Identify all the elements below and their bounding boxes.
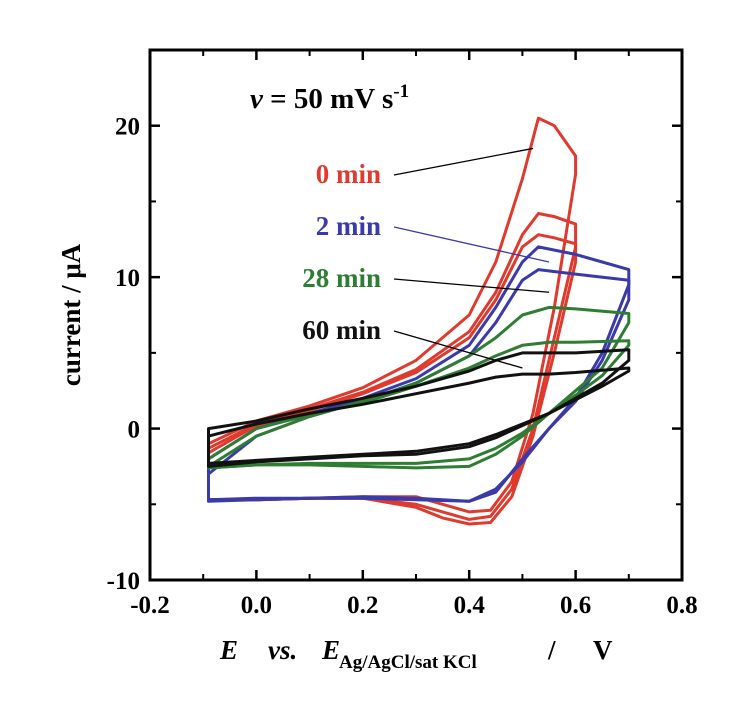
tick-labels: -0.2 0.0 0.2 0.4 0.6 0.8 -10 0 10 20 bbox=[107, 114, 698, 619]
x-tick-label: -0.2 bbox=[130, 592, 170, 619]
series-60-min-cycle-1 bbox=[207, 348, 631, 468]
x-axis-label-unit: V bbox=[593, 635, 613, 665]
y-tick-label: 10 bbox=[115, 265, 140, 292]
legend-pointer-28-min bbox=[393, 278, 550, 293]
series-60-min-cycle-2 bbox=[207, 366, 631, 465]
legend-label-2-min: 2 min bbox=[316, 211, 381, 241]
x-tick-label: 0.0 bbox=[241, 592, 272, 619]
y-axis-label: current / μA bbox=[56, 243, 86, 386]
legend-pointer-60-min bbox=[393, 330, 523, 369]
legend-pointer-2-min bbox=[393, 226, 550, 263]
series-curves bbox=[207, 116, 631, 526]
series-60-min bbox=[207, 348, 631, 468]
scan-rate-exponent: -1 bbox=[393, 81, 409, 102]
scan-rate-symbol: v bbox=[250, 83, 264, 115]
y-tick-label: 20 bbox=[115, 114, 140, 141]
x-tick-label: 0.4 bbox=[454, 592, 486, 619]
legend-label-60-min: 60 min bbox=[302, 315, 381, 345]
series-28-min bbox=[207, 305, 631, 470]
legend-label-0-min: 0 min bbox=[316, 159, 381, 189]
y-tick-label: 0 bbox=[128, 417, 141, 444]
series-28-min-cycle-1 bbox=[207, 305, 631, 470]
legend-label-28-min: 28 min bbox=[302, 263, 381, 293]
x-axis-label-subscript: Ag/AgCl/sat KCl bbox=[339, 652, 477, 673]
legend: 0 min 2 min 28 min 60 min bbox=[302, 159, 381, 345]
x-axis-label-e: E bbox=[219, 635, 238, 665]
y-tick-label: -10 bbox=[107, 568, 140, 595]
x-axis-label-e-ref: E bbox=[321, 635, 340, 665]
legend-pointer-0-min bbox=[393, 147, 534, 176]
x-axis-label-vs: vs. bbox=[268, 635, 297, 665]
legend-pointer-lines bbox=[393, 147, 550, 369]
x-axis-label: E vs. E Ag/AgCl/sat KCl / V bbox=[219, 635, 613, 674]
axis-ticks bbox=[148, 50, 684, 582]
x-axis-label-slash: / bbox=[547, 635, 556, 665]
scan-rate-value: = 50 mV s bbox=[263, 83, 393, 115]
x-tick-label: 0.2 bbox=[347, 592, 378, 619]
x-tick-label: 0.6 bbox=[560, 592, 591, 619]
x-tick-label: 0.8 bbox=[666, 592, 697, 619]
scan-rate-annotation: v = 50 mV s-1 bbox=[250, 81, 409, 115]
